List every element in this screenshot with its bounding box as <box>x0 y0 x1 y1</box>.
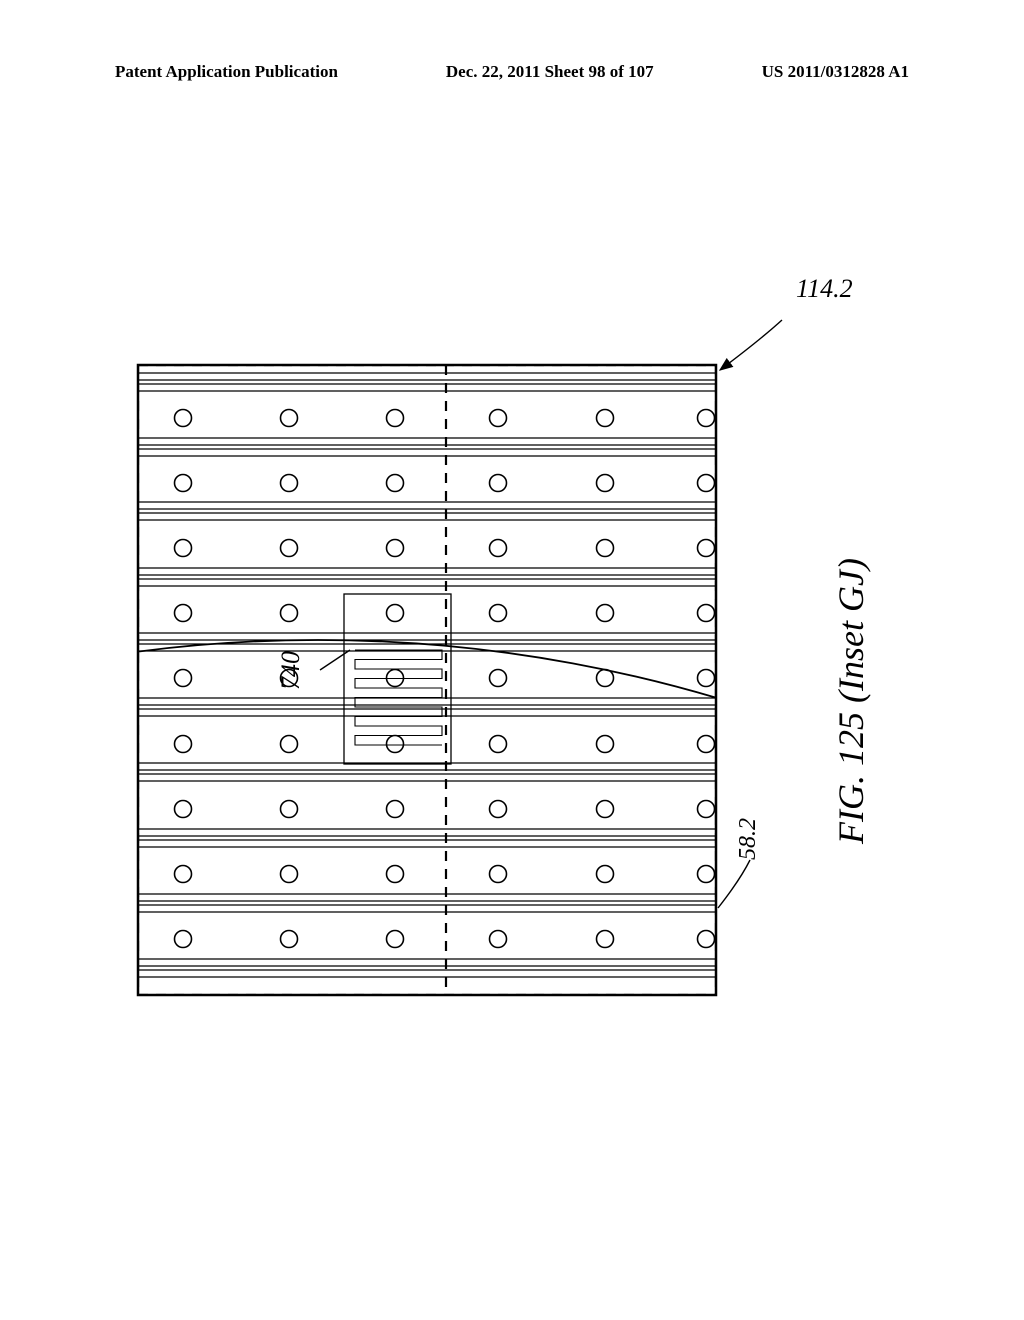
svg-text:114.2: 114.2 <box>796 274 853 303</box>
figure-area: 114.2 740 58.2 FIG. 125 (Inset GJ) <box>0 140 1024 1120</box>
page-header: Patent Application Publication Dec. 22, … <box>0 62 1024 82</box>
figure-caption: FIG. 125 (Inset GJ) <box>830 558 872 844</box>
header-left: Patent Application Publication <box>115 62 338 82</box>
header-right: US 2011/0312828 A1 <box>762 62 909 82</box>
svg-text:740: 740 <box>276 651 305 690</box>
header-center: Dec. 22, 2011 Sheet 98 of 107 <box>446 62 654 82</box>
svg-text:58.2: 58.2 <box>735 818 761 860</box>
